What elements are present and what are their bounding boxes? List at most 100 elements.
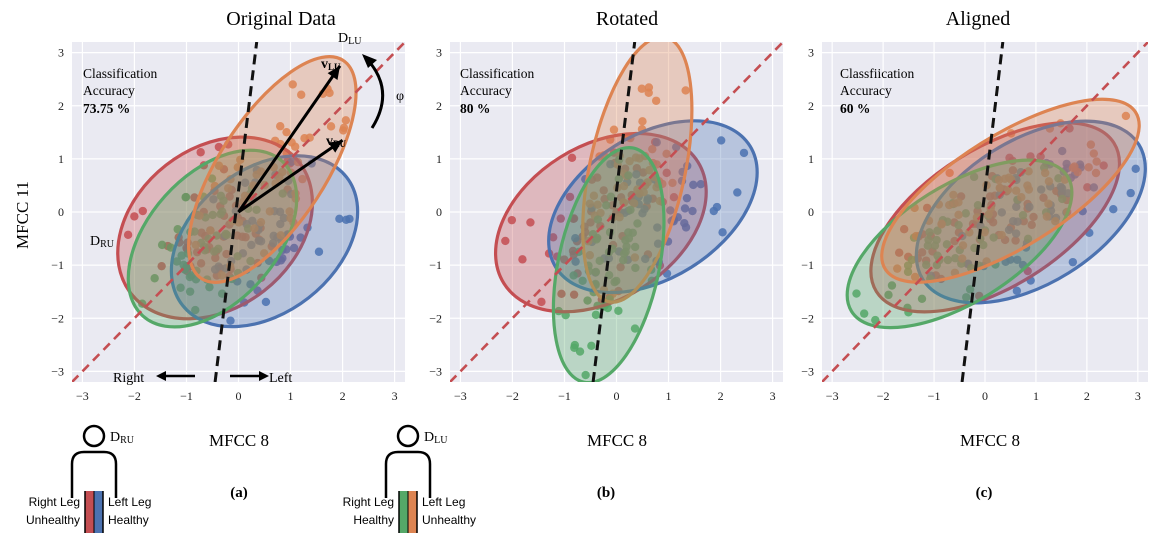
- scatter-point: [345, 214, 354, 224]
- scatter-point: [965, 285, 975, 294]
- x-axis-label: MFCC 8: [209, 431, 269, 450]
- y-axis-label: MFCC 11: [13, 181, 32, 249]
- scatter-point: [997, 230, 1006, 240]
- legend-person-lu: DLU Right Leg Healthy Left Leg Unhealthy: [343, 424, 476, 533]
- confidence-ellipse: [914, 119, 1147, 305]
- x-axis-label: MFCC 8: [587, 431, 647, 450]
- x-tick-label: 2: [718, 389, 724, 403]
- y-tick-label: 0: [436, 205, 442, 219]
- scatter-point: [214, 161, 224, 170]
- scatter-point: [585, 251, 595, 260]
- scatter-point: [626, 205, 635, 215]
- scatter-point: [681, 223, 691, 232]
- scatter-point: [899, 225, 909, 234]
- scatter-point: [589, 191, 599, 200]
- scatter-point: [1089, 183, 1099, 192]
- scatter-point: [616, 262, 625, 272]
- v-lu-label: vLU: [321, 57, 341, 72]
- x-tick-label: 2: [340, 389, 346, 403]
- scatter-point: [275, 207, 285, 217]
- scatter-point: [231, 206, 241, 216]
- scatter-point: [1044, 199, 1053, 208]
- scatter-point: [653, 223, 662, 232]
- confidence-ellipse: [880, 97, 1141, 284]
- scatter-point: [709, 206, 718, 216]
- scatter-point: [222, 249, 231, 259]
- scatter-point: [556, 214, 565, 223]
- scatter-point: [630, 242, 640, 252]
- person-body-icon: [384, 450, 432, 498]
- scatter-point: [1054, 174, 1063, 183]
- scatter-point: [326, 122, 336, 131]
- left-direction-label: Left: [269, 371, 292, 386]
- scatter-point: [980, 228, 989, 237]
- diagonal-line: [822, 42, 1148, 382]
- scatter-point: [954, 220, 963, 230]
- scatter-point: [989, 233, 998, 242]
- scatter-point: [962, 293, 971, 302]
- y-tick-label: 2: [808, 99, 814, 113]
- scatter-point: [246, 280, 255, 289]
- person-head-icon: [82, 424, 106, 448]
- scatter-point: [951, 254, 960, 263]
- x-tick-label: −2: [128, 389, 141, 403]
- scatter-point: [518, 255, 527, 264]
- accuracy-label-line2: Accuracy: [840, 83, 892, 98]
- scatter-point: [859, 309, 869, 318]
- scatter-point: [633, 219, 642, 228]
- decision-boundary: [960, 42, 1005, 382]
- scatter-point: [232, 231, 242, 240]
- scatter-point: [130, 212, 139, 221]
- accuracy-value: 73.75 %: [83, 101, 130, 116]
- panel-letter: (b): [597, 485, 615, 501]
- x-tick-label: 1: [666, 389, 672, 403]
- scatter-point: [624, 234, 634, 243]
- y-tick-label: 0: [58, 205, 64, 219]
- scatter-point: [1089, 149, 1099, 158]
- scatter-point: [261, 297, 271, 307]
- scatter-point: [548, 233, 558, 242]
- y-tick-label: −2: [429, 311, 442, 325]
- scatter-point: [216, 191, 226, 201]
- scatter-point: [606, 160, 615, 169]
- legend-d-label: DLU: [424, 430, 448, 446]
- scatter-point: [979, 240, 988, 250]
- scatter-point: [1044, 177, 1054, 186]
- scatter-point: [681, 86, 690, 95]
- accuracy-label-line2: Accuracy: [460, 83, 512, 98]
- scatter-point: [1121, 111, 1131, 121]
- scatter-point: [223, 184, 233, 193]
- x-tick-label: −2: [877, 389, 890, 403]
- scatter-point: [924, 235, 933, 245]
- scatter-point: [943, 255, 953, 265]
- scatter-point: [632, 164, 642, 173]
- eigen-vector: [237, 139, 344, 214]
- scatter-point: [246, 256, 255, 266]
- scatter-point: [1086, 140, 1096, 149]
- scatter-point: [644, 83, 654, 92]
- scatter-point: [733, 188, 742, 197]
- scatter-point: [578, 276, 587, 285]
- scatter-point: [954, 198, 963, 207]
- d-ru-label: DRU: [90, 234, 115, 250]
- scatter-point: [614, 306, 623, 315]
- scatter-point: [221, 229, 231, 239]
- scatter-point: [207, 174, 217, 183]
- scatter-point: [507, 215, 517, 225]
- scatter-point: [1011, 186, 1021, 195]
- scatter-point: [638, 117, 647, 126]
- scatter-point: [591, 267, 601, 277]
- scatter-point: [176, 283, 185, 292]
- scatter-point: [1023, 181, 1032, 190]
- scatter-point: [256, 167, 266, 176]
- x-tick-label: −1: [928, 389, 941, 403]
- x-tick-label: −3: [454, 389, 467, 403]
- scatter-point: [682, 193, 692, 203]
- scatter-point: [585, 199, 595, 208]
- scatter-point: [335, 214, 344, 223]
- scatter-point: [718, 228, 727, 237]
- scatter-point: [1068, 257, 1078, 267]
- scatter-point: [1024, 167, 1033, 176]
- scatter-point: [1004, 225, 1014, 235]
- scatter-point: [501, 236, 510, 246]
